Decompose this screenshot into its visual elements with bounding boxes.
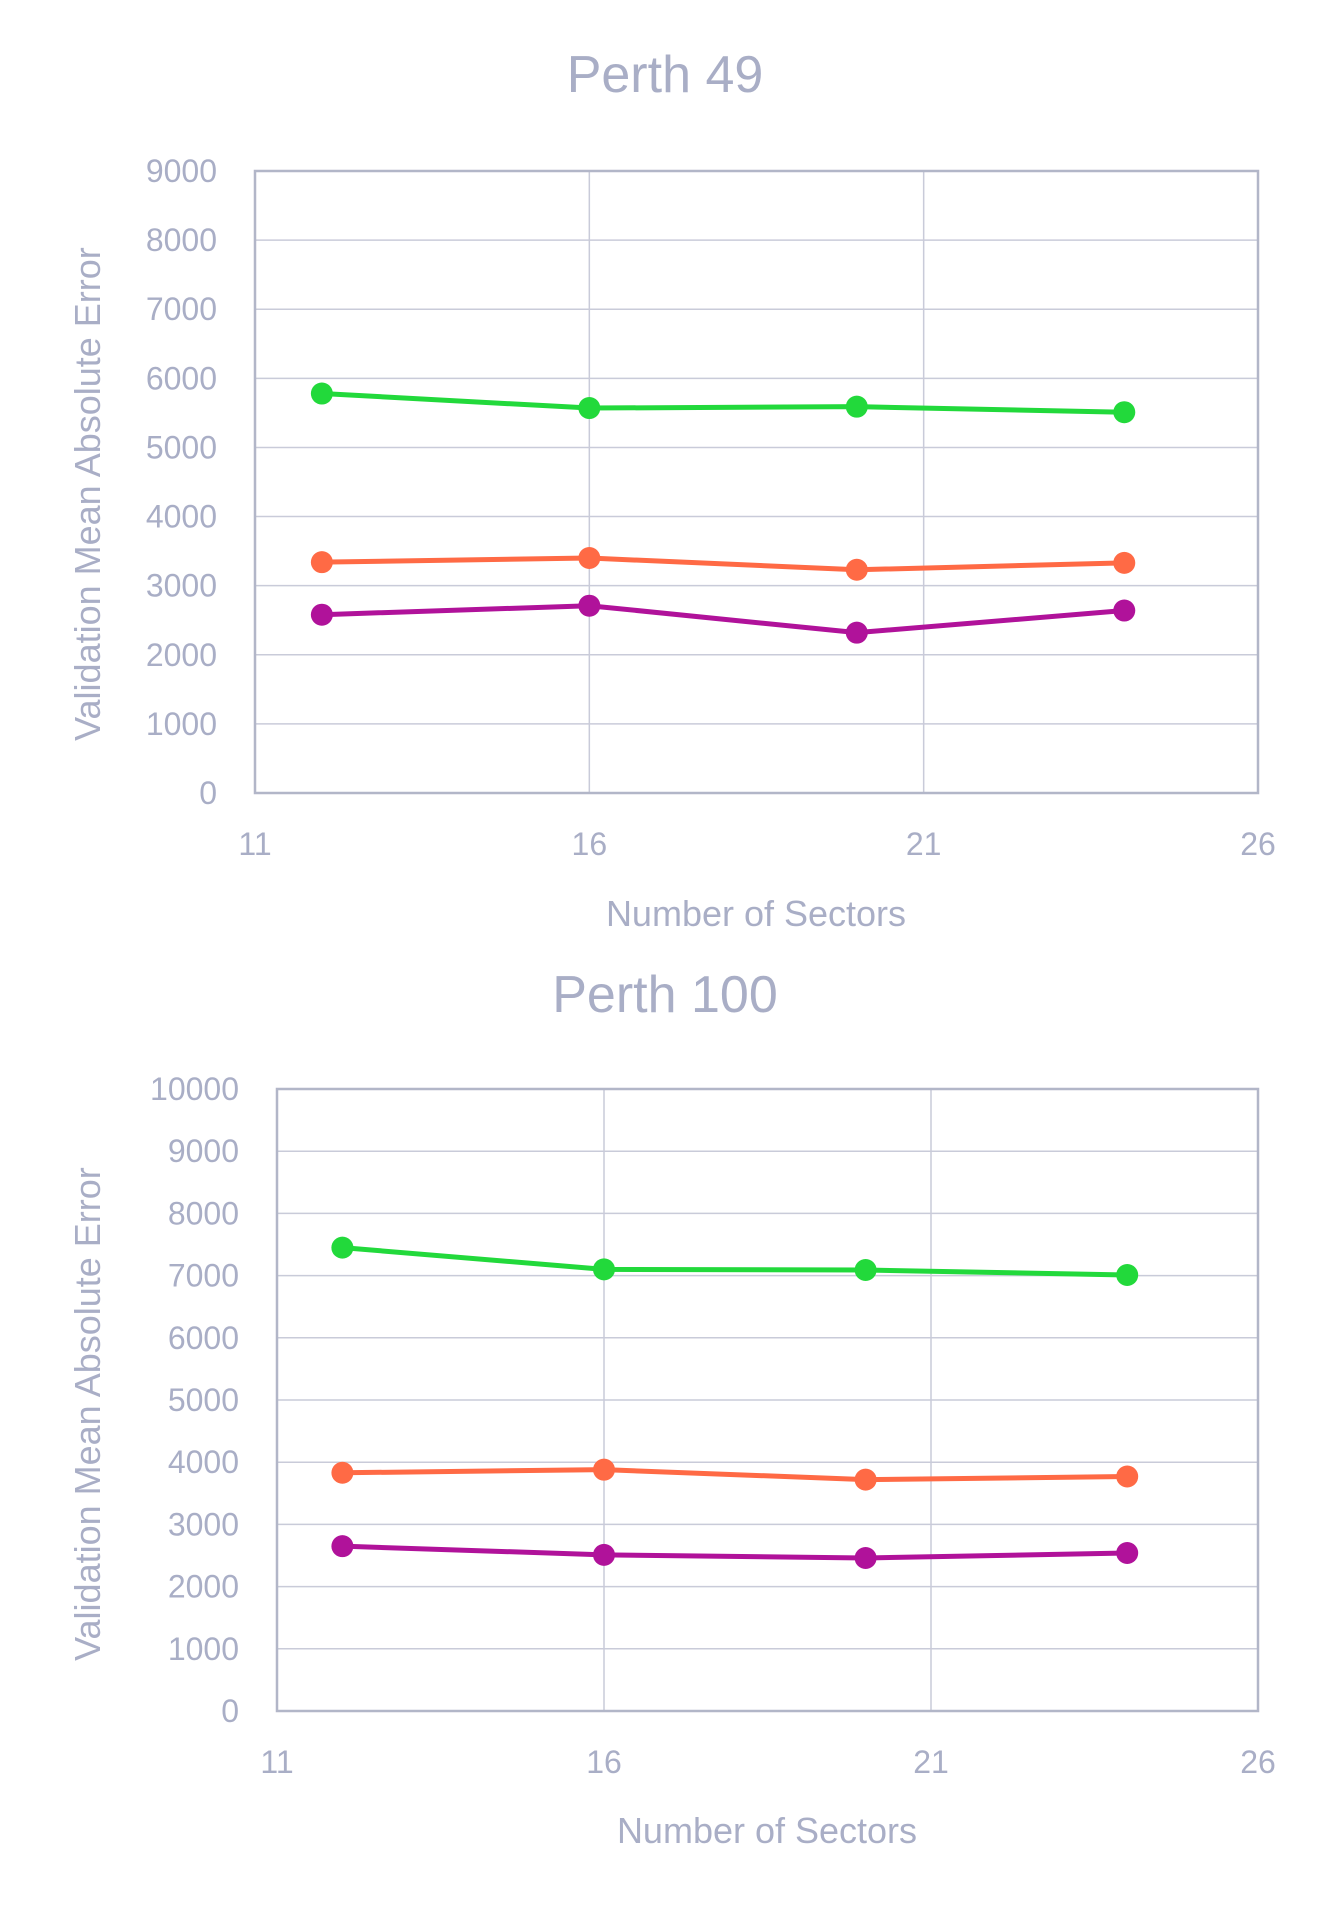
y-tick-label: 8000	[168, 1195, 239, 1231]
x-tick-label: 11	[260, 1744, 293, 1780]
y-tick-label: 6000	[168, 1320, 239, 1356]
data-point	[1113, 401, 1136, 424]
series-line	[319, 391, 1127, 415]
data-point	[578, 594, 601, 617]
data-point	[310, 382, 333, 405]
data-point	[578, 547, 601, 570]
chart-title: Perth 100	[552, 966, 778, 1024]
data-point	[1116, 1465, 1139, 1488]
y-tick-label: 10000	[150, 1071, 239, 1107]
data-point	[845, 621, 868, 644]
series-line	[319, 603, 1127, 636]
chart-perth-100: Perth 100 0 1000 2000 3000 4000 5000 6000 7000 8…	[67, 966, 1276, 1851]
chart-title: Perth 49	[567, 46, 764, 104]
series-line	[339, 1245, 1130, 1278]
chart-perth-49: Perth 49 0 1000 2000 3000 4000 5000 6000 7000 80…	[67, 46, 1276, 934]
y-tick-label: 9000	[146, 153, 217, 189]
x-tick-label: 21	[913, 1744, 949, 1780]
x-tick-label: 26	[1240, 1744, 1276, 1780]
data-point	[1113, 599, 1136, 622]
y-tick-label: 8000	[146, 222, 217, 258]
y-tick-label: 4000	[168, 1444, 239, 1480]
y-tick-label: 1000	[146, 706, 217, 742]
data-point	[310, 551, 333, 574]
data-point	[845, 558, 868, 581]
data-point	[593, 1458, 615, 1481]
y-axis-label: Validation Mean Absolute Error	[67, 1167, 108, 1661]
data-point	[1116, 1263, 1139, 1286]
y-tick-label: 0	[199, 775, 217, 811]
data-point	[593, 1258, 615, 1281]
y-tick-label: 4000	[146, 499, 217, 535]
series-line	[319, 555, 1127, 573]
x-axis-label: Number of Sectors	[606, 893, 906, 934]
y-tick-label: 0	[221, 1693, 239, 1729]
data-point	[1113, 551, 1136, 574]
series-line	[339, 1543, 1130, 1561]
y-tick-label: 5000	[168, 1382, 239, 1418]
y-tick-label: 6000	[146, 360, 217, 396]
y-axis-label: Validation Mean Absolute Error	[67, 247, 108, 741]
y-tick-label: 2000	[168, 1569, 239, 1605]
y-tick-label: 2000	[146, 637, 217, 673]
y-tick-label: 7000	[146, 291, 217, 327]
y-tick-label: 3000	[168, 1506, 239, 1542]
y-tick-label: 7000	[168, 1258, 239, 1294]
data-point	[331, 1535, 354, 1558]
y-tick-label: 1000	[168, 1631, 239, 1667]
x-tick-label: 21	[906, 826, 942, 862]
data-point	[593, 1543, 615, 1566]
data-point	[1116, 1542, 1139, 1565]
y-tick-label: 9000	[168, 1133, 239, 1169]
data-point	[854, 1468, 877, 1491]
data-point	[854, 1259, 877, 1282]
x-tick-label: 16	[586, 1744, 622, 1780]
data-point	[854, 1546, 877, 1569]
data-point	[331, 1236, 354, 1259]
data-point	[331, 1461, 354, 1484]
x-axis-label: Number of Sectors	[617, 1810, 917, 1851]
plot-area-frame	[275, 1087, 1260, 1713]
x-tick-label: 11	[238, 826, 271, 862]
plot-area-frame	[253, 169, 1260, 795]
data-point	[578, 397, 601, 420]
data-point	[845, 395, 868, 418]
series-line	[339, 1467, 1130, 1483]
y-tick-label: 5000	[146, 429, 217, 465]
x-tick-label: 26	[1240, 826, 1276, 862]
x-tick-label: 16	[572, 826, 608, 862]
y-tick-label: 3000	[146, 568, 217, 604]
data-point	[310, 603, 333, 626]
